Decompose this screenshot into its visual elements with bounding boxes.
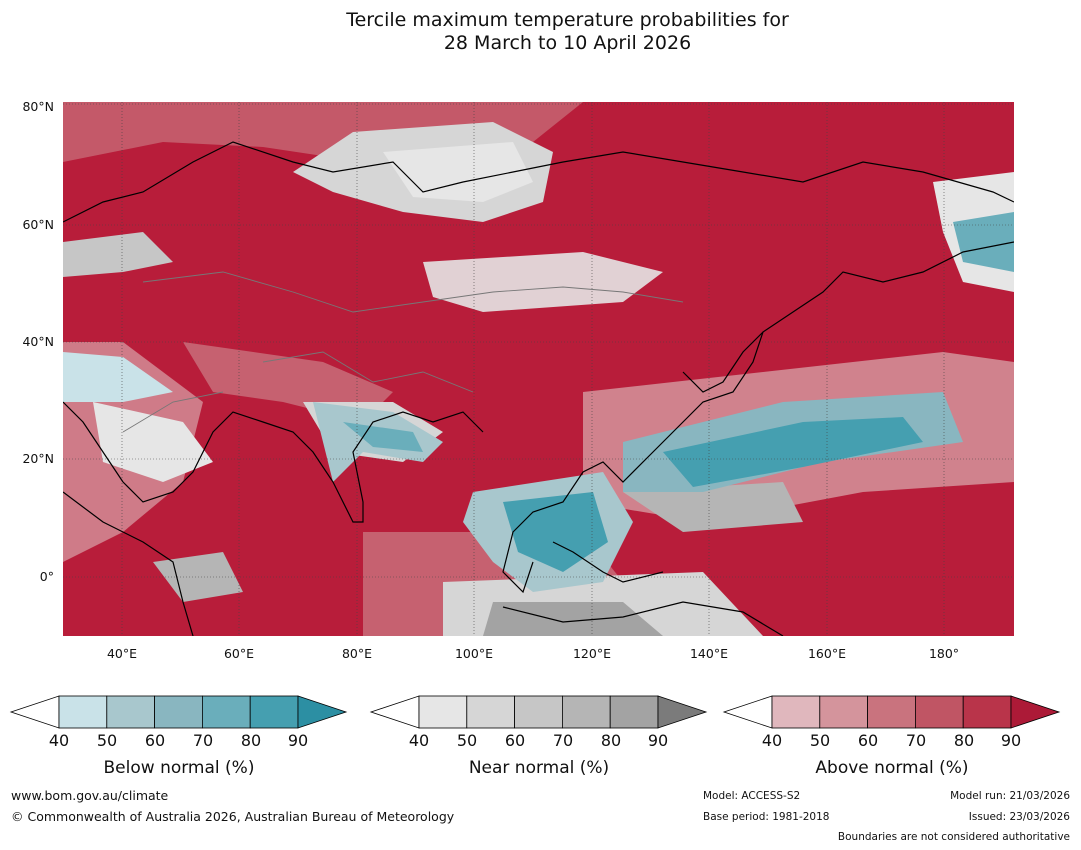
colorbar-swatch — [418, 695, 468, 729]
colorbar-below-normal: 40 50 60 70 80 90 Below normal (%) — [9, 694, 349, 784]
tick-label: 60 — [504, 731, 526, 750]
lat-label-60n: 60°N — [22, 217, 54, 232]
model-name: Model: ACCESS-S2 — [703, 790, 801, 802]
lon-label-140e: 140°E — [689, 646, 728, 661]
tick-label: 40 — [408, 731, 430, 750]
tick-label: 90 — [1000, 731, 1022, 750]
lon-label-60e: 60°E — [223, 646, 255, 661]
website-link[interactable]: www.bom.gov.au/climate — [11, 788, 169, 803]
model-run-date: Model run: 21/03/2026 — [950, 790, 1070, 802]
lon-label-100e: 100°E — [454, 646, 493, 661]
tick-label: 50 — [96, 731, 118, 750]
colorbar-near-swatches — [369, 695, 708, 729]
base-period: Base period: 1981-2018 — [703, 811, 830, 823]
chart-title: Tercile maximum temperature probabilitie… — [0, 9, 1081, 55]
title-line-2: 28 March to 10 April 2026 — [443, 32, 692, 54]
boundary-disclaimer: Boundaries are not considered authoritat… — [837, 831, 1070, 843]
lon-label-180: 180° — [928, 646, 960, 661]
colorbar-under-arrow — [722, 695, 773, 729]
colorbar-swatch — [914, 695, 964, 729]
colorbar-swatch — [466, 695, 516, 729]
colorbar-swatch — [106, 695, 156, 729]
colorbar-under-arrow — [369, 695, 420, 729]
lat-label-20n: 20°N — [22, 451, 54, 466]
colorbar-swatch — [561, 695, 611, 729]
colorbar-title: Near normal (%) — [468, 758, 610, 778]
colorbar-over-arrow — [1010, 695, 1061, 729]
colorbar-swatch — [609, 695, 659, 729]
colorbar-title: Below normal (%) — [103, 758, 255, 778]
colorbar-title: Above normal (%) — [815, 758, 969, 778]
colorbar-swatch — [819, 695, 869, 729]
colorbar-above-normal: 40 50 60 70 80 90 Above normal (%) — [722, 694, 1062, 784]
colorbar-swatch — [154, 695, 203, 729]
lon-label-160e: 160°E — [807, 646, 846, 661]
lon-label-80e: 80°E — [341, 646, 373, 661]
colorbar-swatch — [962, 695, 1012, 729]
forecast-map[interactable] — [63, 102, 1014, 636]
colorbar-over-arrow — [297, 695, 348, 729]
colorbar-near-normal: 40 50 60 70 80 90 Near normal (%) — [369, 694, 709, 784]
tick-label: 60 — [857, 731, 879, 750]
lat-label-equator: 0° — [39, 569, 54, 584]
colorbar-swatch — [201, 695, 251, 729]
colorbar-swatch — [58, 695, 108, 729]
tick-label: 90 — [647, 731, 669, 750]
colorbar-under-arrow — [9, 695, 60, 729]
tick-label: 80 — [240, 731, 262, 750]
probability-map-graphic — [63, 102, 1014, 636]
tick-label: 50 — [456, 731, 478, 750]
tick-label: 70 — [905, 731, 927, 750]
tick-label: 80 — [600, 731, 622, 750]
colorbar-swatch — [771, 695, 821, 729]
colorbar-over-arrow — [657, 695, 708, 729]
colorbar-below-swatches — [9, 695, 348, 729]
lat-label-40n: 40°N — [22, 334, 54, 349]
lon-label-120e: 120°E — [572, 646, 611, 661]
colorbar-swatch — [514, 695, 563, 729]
tick-label: 60 — [144, 731, 166, 750]
title-line-1: Tercile maximum temperature probabilitie… — [346, 9, 789, 31]
issued-date: Issued: 23/03/2026 — [968, 811, 1070, 823]
tick-label: 80 — [953, 731, 975, 750]
colorbar-swatch — [249, 695, 299, 729]
colorbar-above-swatches — [722, 695, 1061, 729]
tick-label: 90 — [287, 731, 309, 750]
tick-label: 70 — [552, 731, 574, 750]
colorbar-swatch — [867, 695, 916, 729]
lon-label-40e: 40°E — [106, 646, 138, 661]
tick-label: 40 — [761, 731, 783, 750]
copyright-text: © Commonwealth of Australia 2026, Austra… — [11, 809, 455, 824]
tick-label: 40 — [48, 731, 70, 750]
lat-label-80n: 80°N — [22, 99, 54, 114]
tick-label: 50 — [809, 731, 831, 750]
tick-label: 70 — [192, 731, 214, 750]
